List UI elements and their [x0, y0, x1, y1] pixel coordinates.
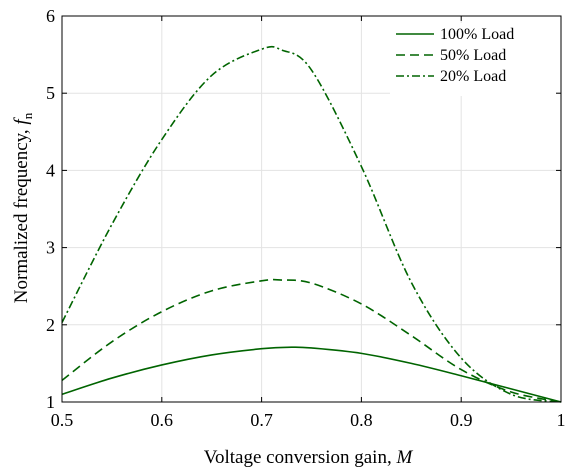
legend-label-3: 20% Load [440, 68, 506, 85]
x-tick-label: 0.7 [250, 410, 273, 430]
legend-label-2: 50% Load [440, 47, 506, 64]
y-tick-label: 6 [46, 6, 55, 26]
y-tick-label: 2 [46, 315, 55, 335]
x-tick-label: 0.5 [51, 410, 74, 430]
legend: 100% Load 50% Load 20% Load [390, 23, 556, 96]
y-axis-label: Normalized frequency, fn [11, 112, 35, 303]
series-line-1 [61, 346, 562, 403]
legend-box [390, 23, 556, 96]
x-axis-label: Voltage conversion gain, M [204, 447, 414, 468]
series-line-2 [61, 278, 562, 403]
series-line-3 [61, 45, 562, 403]
x-tick-label: 0.9 [450, 410, 473, 430]
y-tick-label: 5 [46, 83, 55, 103]
y-tick-label: 1 [46, 392, 55, 412]
ticks: 0.5 0.6 0.7 0.8 0.9 1 1 2 3 4 5 6 [46, 6, 566, 430]
y-tick-label: 4 [46, 160, 55, 180]
x-tick-label: 0.6 [151, 410, 174, 430]
x-tick-label: 0.8 [350, 410, 373, 430]
y-tick-label: 3 [46, 238, 55, 258]
plot-frame [61, 15, 562, 403]
legend-label-1: 100% Load [440, 26, 514, 43]
series-layer [61, 45, 562, 403]
x-tick-label: 1 [557, 410, 566, 430]
